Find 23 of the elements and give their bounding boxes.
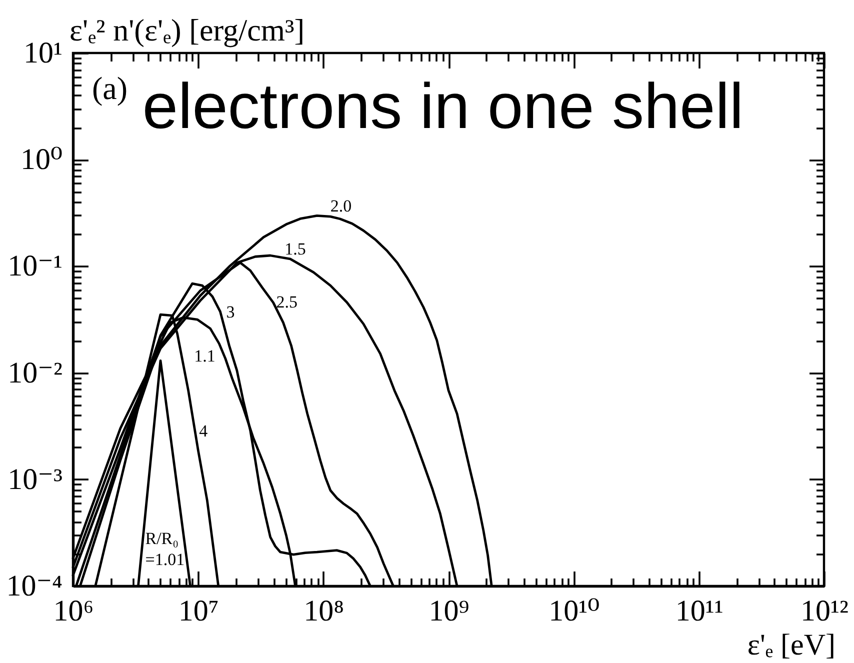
y-axis-title: ε'ₑ² n'(ε'ₑ) [erg/cm³] [70,12,305,48]
x-tick-label: 10¹⁰ [548,594,600,628]
x-axis-title: ε'ₑ [eV] [747,628,836,662]
y-tick-label: 10⁻¹ [8,250,62,283]
series-label: 2.0 [330,196,352,216]
x-tick-label: 10¹¹ [675,594,724,628]
series-label: R/R₀ =1.01 [145,529,185,569]
series-label: 1.5 [284,240,306,258]
series-label: 3 [226,302,235,322]
series-label: 4 [199,421,208,440]
x-tick-label: 10⁶ [53,594,94,628]
x-tick-label: 10⁹ [428,594,470,628]
y-tick-label: 10⁻² [8,356,62,390]
y-tick-label: 10⁻³ [8,462,62,496]
x-tick-label: 10⁷ [178,594,219,628]
series-label: 2.5 [276,292,298,312]
y-tick-label: 10¹ [24,36,62,70]
x-tick-label: 10¹² [800,594,848,628]
x-tick-label: 10⁸ [304,594,344,628]
y-tick-label: 10⁰ [20,143,62,176]
chart-title: electrons in one shell [142,70,744,142]
annotation: (a) [92,70,128,106]
series-label: 1.1 [194,346,216,366]
